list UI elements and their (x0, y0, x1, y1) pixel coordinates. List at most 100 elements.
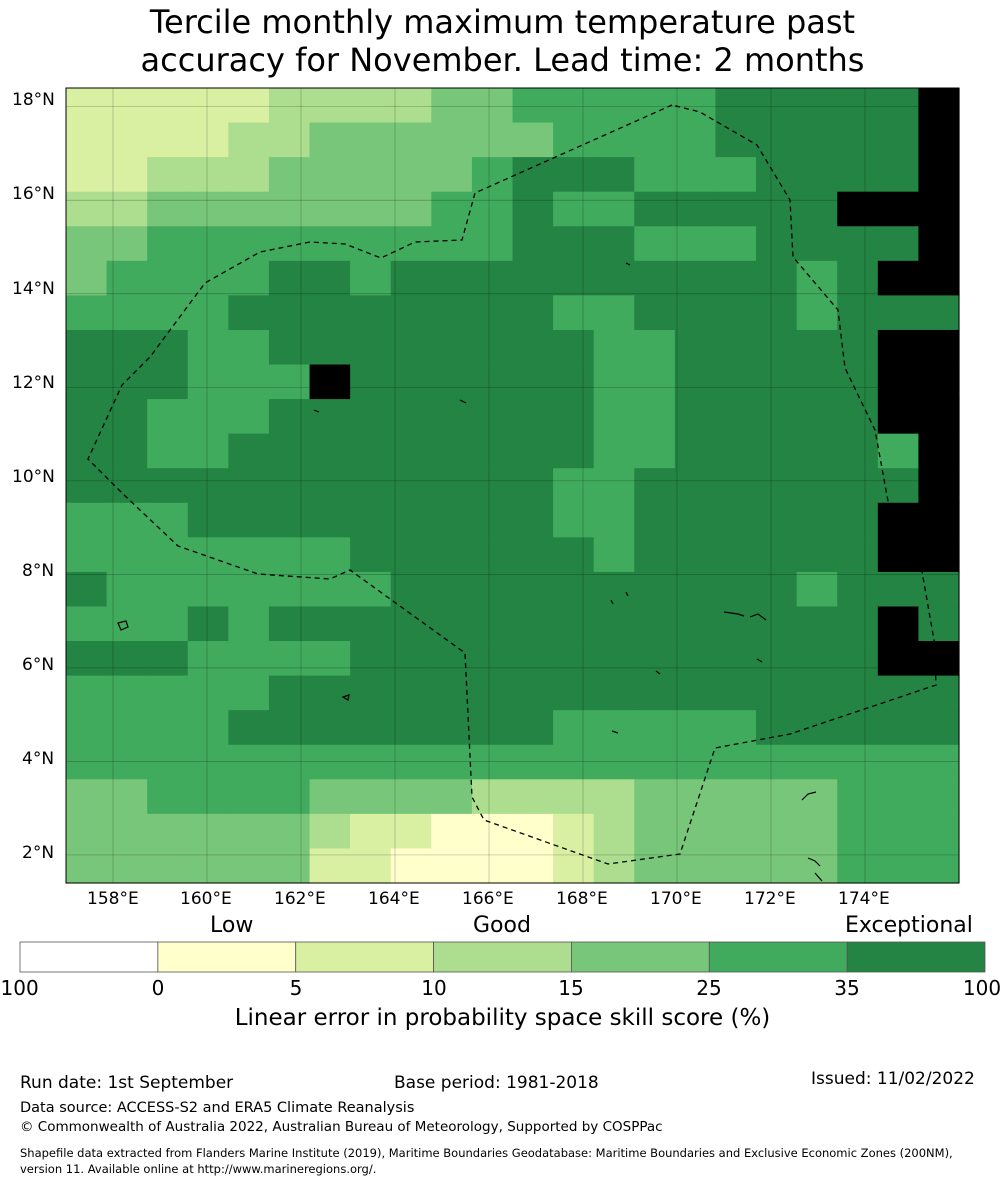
skill-cell (228, 88, 270, 124)
skill-cell (390, 157, 432, 193)
skill-cell (756, 848, 798, 884)
skill-cell (309, 122, 351, 158)
skill-cell (390, 813, 432, 850)
skill-cell (471, 606, 514, 642)
skill-cell (512, 364, 554, 400)
skill-cell (471, 122, 514, 158)
skill-cell (837, 329, 879, 366)
skill-cell (350, 191, 392, 227)
skill-cell (593, 537, 635, 573)
skill-cell (553, 779, 595, 815)
skill-cell (228, 502, 270, 538)
island-outline (756, 658, 763, 663)
lat-label: 10°N (12, 467, 55, 487)
skill-cell (634, 848, 676, 884)
skill-cell (715, 710, 757, 746)
skill-cell (756, 641, 798, 677)
colorbar-level-exceptional: Exceptional (845, 913, 973, 938)
run-date: Run date: 1st September (20, 1073, 234, 1093)
skill-cell (918, 433, 960, 469)
skill-cell (309, 641, 351, 677)
skill-cell (350, 779, 392, 815)
skill-cell (147, 364, 189, 400)
skill-cell (431, 226, 473, 262)
skill-cell (715, 260, 757, 296)
skill-cell (66, 744, 108, 780)
skill-cell (106, 641, 148, 677)
skill-cell (634, 468, 676, 504)
skill-cell (106, 226, 148, 262)
skill-cell (471, 502, 514, 538)
skill-cell (350, 468, 392, 504)
skill-cell (593, 364, 635, 400)
skill-cell (918, 813, 960, 850)
skill-cell (147, 157, 189, 193)
skill-cell (553, 537, 595, 573)
skill-cell (309, 157, 351, 193)
island-outline (807, 857, 823, 882)
island-outline (610, 591, 629, 605)
skill-cell (593, 502, 635, 538)
skill-cell (471, 329, 514, 366)
skill-cell (674, 537, 717, 573)
data-source: Data source: ACCESS-S2 and ERA5 Climate … (20, 1100, 415, 1116)
skill-cell (187, 813, 229, 850)
skill-cell (431, 502, 473, 538)
skill-cell (918, 191, 960, 227)
skill-cell (268, 329, 311, 366)
skill-cell (796, 157, 838, 193)
skill-cell (228, 468, 270, 504)
skill-cell (715, 295, 757, 331)
skill-cell (837, 191, 879, 227)
skill-cell (593, 260, 635, 296)
island-outlines (117, 262, 823, 882)
skill-cell (106, 329, 148, 366)
skill-cell (471, 260, 514, 296)
skill-cell (471, 537, 514, 573)
skill-cell (187, 468, 229, 504)
skill-cell (877, 606, 920, 642)
skill-cell (796, 433, 838, 469)
skill-cell (634, 744, 676, 780)
skill-cell (796, 226, 838, 262)
skill-cell (431, 606, 473, 642)
skill-cell (553, 295, 595, 331)
colorbar-tick: 25 (696, 976, 722, 1000)
skill-cell (796, 606, 838, 642)
skill-cell (309, 433, 351, 469)
skill-cell (147, 848, 189, 884)
lon-label: 172°E (744, 889, 796, 909)
skill-cell (553, 329, 595, 366)
skill-cell (837, 710, 879, 746)
skill-cell (877, 399, 920, 435)
lon-label: 162°E (274, 889, 326, 909)
skill-cell (309, 502, 351, 538)
skill-cell (66, 295, 108, 331)
skill-cell (431, 675, 473, 711)
skill-cell (918, 675, 960, 711)
colorbar-label: Linear error in probability space skill … (234, 1005, 771, 1031)
skill-cell (837, 606, 879, 642)
skill-cell (106, 364, 148, 400)
skill-cell (674, 329, 717, 366)
lon-label: 174°E (838, 889, 890, 909)
skill-cell (431, 744, 473, 780)
skill-cell (918, 744, 960, 780)
skill-cell (674, 260, 717, 296)
colorbar-swatch (19, 941, 159, 973)
skill-cell (837, 571, 879, 608)
copyright: © Commonwealth of Australia 2022, Austra… (20, 1119, 663, 1135)
skill-cell (796, 122, 838, 158)
colorbar-tick: 15 (558, 976, 584, 1000)
lat-label: 2°N (22, 843, 55, 863)
skill-cell (837, 813, 879, 850)
skill-cell (350, 571, 392, 608)
skill-cell (553, 399, 595, 435)
skill-cell (268, 260, 311, 296)
skill-cell (106, 157, 148, 193)
skill-cell (674, 295, 717, 331)
skill-cell (674, 571, 717, 608)
colorbar-tick: 5 (289, 976, 303, 1000)
skill-cell (715, 88, 757, 124)
skill-cell (228, 779, 270, 815)
